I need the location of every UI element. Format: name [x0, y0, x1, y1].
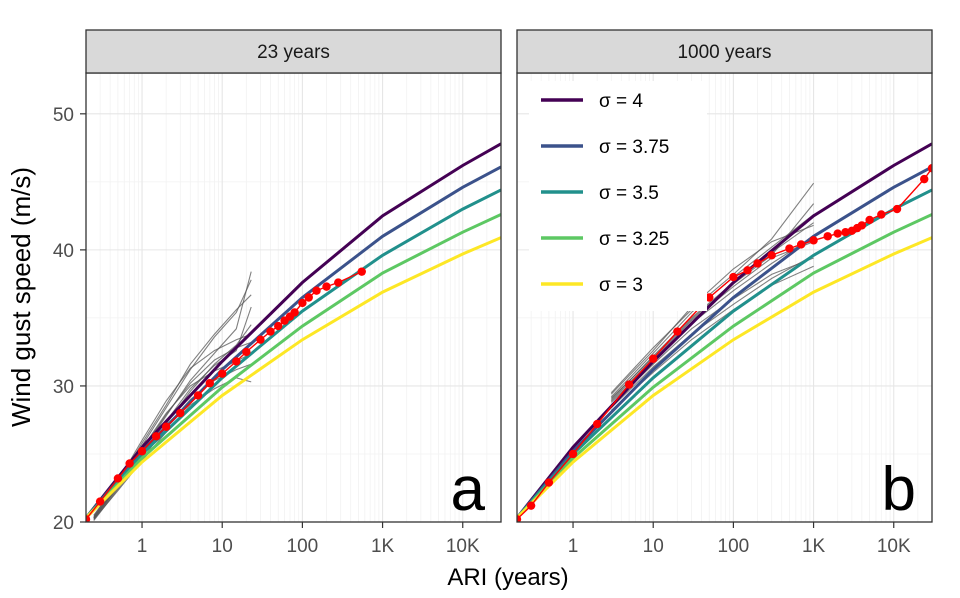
panel-a: 23 years a 1 10 100 1K 10K: [85, 29, 502, 557]
observed-point: [95, 497, 105, 506]
x-tick-label: 1: [137, 536, 148, 557]
x-tick-label: 1: [568, 536, 579, 557]
observed-point: [865, 215, 874, 225]
y-tick-label: 20: [53, 513, 74, 534]
plot-area: [517, 142, 932, 522]
sigma-curve: [517, 236, 932, 519]
observed-point: [753, 259, 762, 268]
observed-point: [256, 335, 265, 344]
plot-area: [86, 142, 501, 522]
observed-point: [176, 408, 185, 418]
observed-point: [823, 232, 832, 241]
observed-point: [86, 515, 91, 522]
observed-point: [767, 251, 776, 260]
simulation-line: [610, 224, 814, 395]
observed-point: [304, 293, 313, 302]
panel-letter: a: [451, 455, 486, 524]
observed-point: [113, 474, 123, 483]
observed-point: [290, 308, 299, 317]
sigma-curve: [86, 213, 501, 519]
observed-point: [809, 236, 818, 245]
x-tick-label: 10: [643, 536, 664, 557]
observed-point: [841, 227, 850, 237]
x-tick-label: 10K: [877, 536, 911, 557]
observed-point: [785, 244, 794, 253]
legend-label: σ = 4: [599, 91, 643, 112]
observed-point: [266, 327, 275, 336]
observed-point: [274, 321, 283, 331]
observed-point: [743, 266, 752, 275]
observed-point: [357, 267, 366, 276]
sigma-curve: [517, 142, 932, 519]
y-tick-label: 50: [53, 105, 74, 126]
observed-point: [796, 240, 806, 249]
observed-point: [892, 204, 902, 214]
legend-background: [529, 81, 707, 311]
observed-point: [322, 282, 331, 291]
simulation-line: [610, 254, 814, 409]
y-axis-label: Wind gust speed (m/s): [6, 167, 36, 427]
observed-point: [193, 391, 203, 400]
strip-label: 23 years: [257, 42, 330, 63]
observed-point: [125, 459, 134, 468]
legend-label: σ = 3: [599, 275, 643, 296]
observed-point: [298, 298, 307, 308]
observed-point: [729, 272, 738, 282]
observed-point: [673, 327, 682, 336]
observed-point: [927, 164, 932, 173]
observed-point: [151, 432, 161, 441]
sigma-curve: [86, 236, 501, 519]
legend-label: σ = 3.75: [599, 137, 669, 158]
observed-point: [232, 357, 241, 366]
y-tick-label: 40: [53, 241, 74, 262]
x-tick-label: 10: [212, 536, 233, 557]
observed-point: [218, 369, 227, 378]
observed-point: [568, 449, 578, 459]
x-tick-label: 1K: [802, 536, 826, 557]
observed-point: [242, 347, 251, 357]
observed-point: [517, 515, 522, 522]
legend: σ = 4 σ = 3.75 σ = 3.5 σ = 3.25 σ = 3: [529, 81, 707, 311]
x-tick-label: 100: [718, 536, 750, 557]
observed-point: [544, 478, 554, 487]
panel-letter: b: [882, 455, 916, 524]
strip-label: 1000 years: [677, 42, 771, 63]
observed-point: [624, 380, 634, 389]
x-axis-label: ARI (years): [447, 564, 568, 591]
x-tick-label: 10K: [446, 536, 480, 557]
observed-point: [312, 286, 321, 295]
observed-point: [833, 229, 842, 238]
x-tick-label: 100: [287, 536, 319, 557]
observed-point: [857, 221, 867, 230]
strip-background: [516, 29, 933, 74]
x-tick-label: 1K: [371, 536, 395, 557]
observed-point: [649, 354, 658, 363]
simulation-line: [610, 182, 815, 394]
observed-point: [592, 419, 602, 429]
observed-point: [920, 174, 929, 184]
legend-label: σ = 3.25: [599, 229, 669, 250]
strip-background: [85, 29, 502, 74]
observed-point: [205, 379, 214, 388]
observed-point: [161, 422, 171, 431]
observed-point: [334, 278, 343, 287]
legend-label: σ = 3.5: [599, 183, 659, 204]
y-tick-label: 30: [53, 377, 74, 398]
observed-point: [705, 293, 714, 302]
observed-point: [526, 501, 536, 510]
observed-point: [137, 447, 147, 456]
observed-point: [877, 210, 886, 219]
